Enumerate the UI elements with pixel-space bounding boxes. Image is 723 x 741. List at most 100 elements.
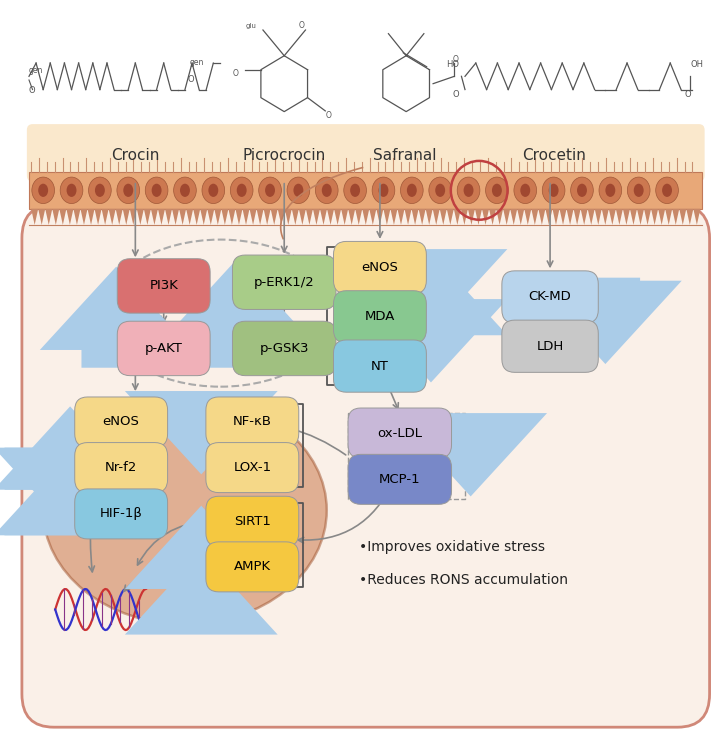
Ellipse shape xyxy=(117,177,140,204)
Polygon shape xyxy=(440,209,447,225)
FancyBboxPatch shape xyxy=(206,496,299,546)
Polygon shape xyxy=(630,209,637,225)
Ellipse shape xyxy=(315,177,338,204)
Text: glu: glu xyxy=(245,23,256,29)
Ellipse shape xyxy=(599,177,622,204)
Text: p-ERK1/2: p-ERK1/2 xyxy=(254,276,315,289)
Polygon shape xyxy=(87,209,95,225)
Polygon shape xyxy=(369,209,377,225)
Polygon shape xyxy=(496,209,503,225)
Polygon shape xyxy=(257,209,264,225)
Polygon shape xyxy=(313,209,320,225)
Polygon shape xyxy=(398,209,405,225)
Polygon shape xyxy=(390,209,398,225)
Ellipse shape xyxy=(259,177,281,204)
Polygon shape xyxy=(475,209,482,225)
Polygon shape xyxy=(545,209,552,225)
Text: O: O xyxy=(187,75,194,84)
Polygon shape xyxy=(165,209,172,225)
Text: LDH: LDH xyxy=(536,339,564,353)
Text: Safranal: Safranal xyxy=(373,147,437,162)
Ellipse shape xyxy=(350,184,360,197)
Ellipse shape xyxy=(43,396,327,624)
Ellipse shape xyxy=(435,184,445,197)
Ellipse shape xyxy=(145,177,168,204)
Polygon shape xyxy=(432,209,440,225)
Polygon shape xyxy=(74,209,80,225)
Polygon shape xyxy=(623,209,630,225)
Polygon shape xyxy=(616,209,623,225)
Ellipse shape xyxy=(95,184,105,197)
Polygon shape xyxy=(334,209,341,225)
Polygon shape xyxy=(200,209,208,225)
FancyBboxPatch shape xyxy=(117,322,210,376)
Polygon shape xyxy=(52,209,59,225)
Polygon shape xyxy=(179,209,186,225)
FancyBboxPatch shape xyxy=(233,322,336,376)
Polygon shape xyxy=(552,209,560,225)
Text: eNOS: eNOS xyxy=(362,261,398,274)
Polygon shape xyxy=(489,209,496,225)
Ellipse shape xyxy=(605,184,615,197)
Polygon shape xyxy=(602,209,609,225)
FancyBboxPatch shape xyxy=(333,242,427,293)
Polygon shape xyxy=(306,209,313,225)
Polygon shape xyxy=(80,209,87,225)
FancyBboxPatch shape xyxy=(22,205,709,727)
FancyBboxPatch shape xyxy=(74,489,168,539)
Ellipse shape xyxy=(208,184,218,197)
Text: LOX-1: LOX-1 xyxy=(234,461,271,474)
Text: •Reduces RONS accumulation: •Reduces RONS accumulation xyxy=(359,573,568,587)
Text: O: O xyxy=(453,90,459,99)
Ellipse shape xyxy=(265,184,275,197)
Polygon shape xyxy=(101,209,108,225)
Polygon shape xyxy=(567,209,573,225)
Ellipse shape xyxy=(407,184,416,197)
FancyBboxPatch shape xyxy=(348,454,452,505)
Ellipse shape xyxy=(287,177,309,204)
Text: p-AKT: p-AKT xyxy=(145,342,183,355)
Text: Crocetin: Crocetin xyxy=(522,147,586,162)
Ellipse shape xyxy=(486,177,508,204)
Polygon shape xyxy=(609,209,616,225)
Polygon shape xyxy=(236,209,242,225)
Polygon shape xyxy=(31,209,38,225)
Polygon shape xyxy=(644,209,651,225)
Text: •Improves oxidative stress: •Improves oxidative stress xyxy=(359,540,544,554)
Polygon shape xyxy=(503,209,510,225)
Text: O: O xyxy=(233,69,239,78)
Polygon shape xyxy=(299,209,306,225)
Ellipse shape xyxy=(634,184,643,197)
Ellipse shape xyxy=(379,184,388,197)
Text: ox-LDL: ox-LDL xyxy=(377,427,422,439)
Polygon shape xyxy=(468,209,475,225)
Polygon shape xyxy=(292,209,299,225)
Text: MCP-1: MCP-1 xyxy=(379,473,421,486)
Ellipse shape xyxy=(492,184,502,197)
Text: O: O xyxy=(299,21,304,30)
Polygon shape xyxy=(108,209,116,225)
Ellipse shape xyxy=(60,177,83,204)
Polygon shape xyxy=(510,209,517,225)
Polygon shape xyxy=(419,209,426,225)
Ellipse shape xyxy=(180,184,190,197)
FancyBboxPatch shape xyxy=(333,340,427,392)
Polygon shape xyxy=(249,209,257,225)
Polygon shape xyxy=(341,209,348,225)
Ellipse shape xyxy=(542,177,565,204)
Polygon shape xyxy=(447,209,454,225)
Polygon shape xyxy=(137,209,144,225)
Text: Picrocrocin: Picrocrocin xyxy=(243,147,326,162)
Polygon shape xyxy=(362,209,369,225)
Bar xyxy=(29,172,703,209)
Text: PI3K: PI3K xyxy=(149,279,178,293)
Ellipse shape xyxy=(457,177,480,204)
Polygon shape xyxy=(172,209,179,225)
Ellipse shape xyxy=(628,177,650,204)
Text: O: O xyxy=(453,55,459,64)
FancyBboxPatch shape xyxy=(206,397,299,447)
Ellipse shape xyxy=(202,177,225,204)
Ellipse shape xyxy=(656,177,678,204)
Polygon shape xyxy=(355,209,362,225)
Polygon shape xyxy=(517,209,524,225)
